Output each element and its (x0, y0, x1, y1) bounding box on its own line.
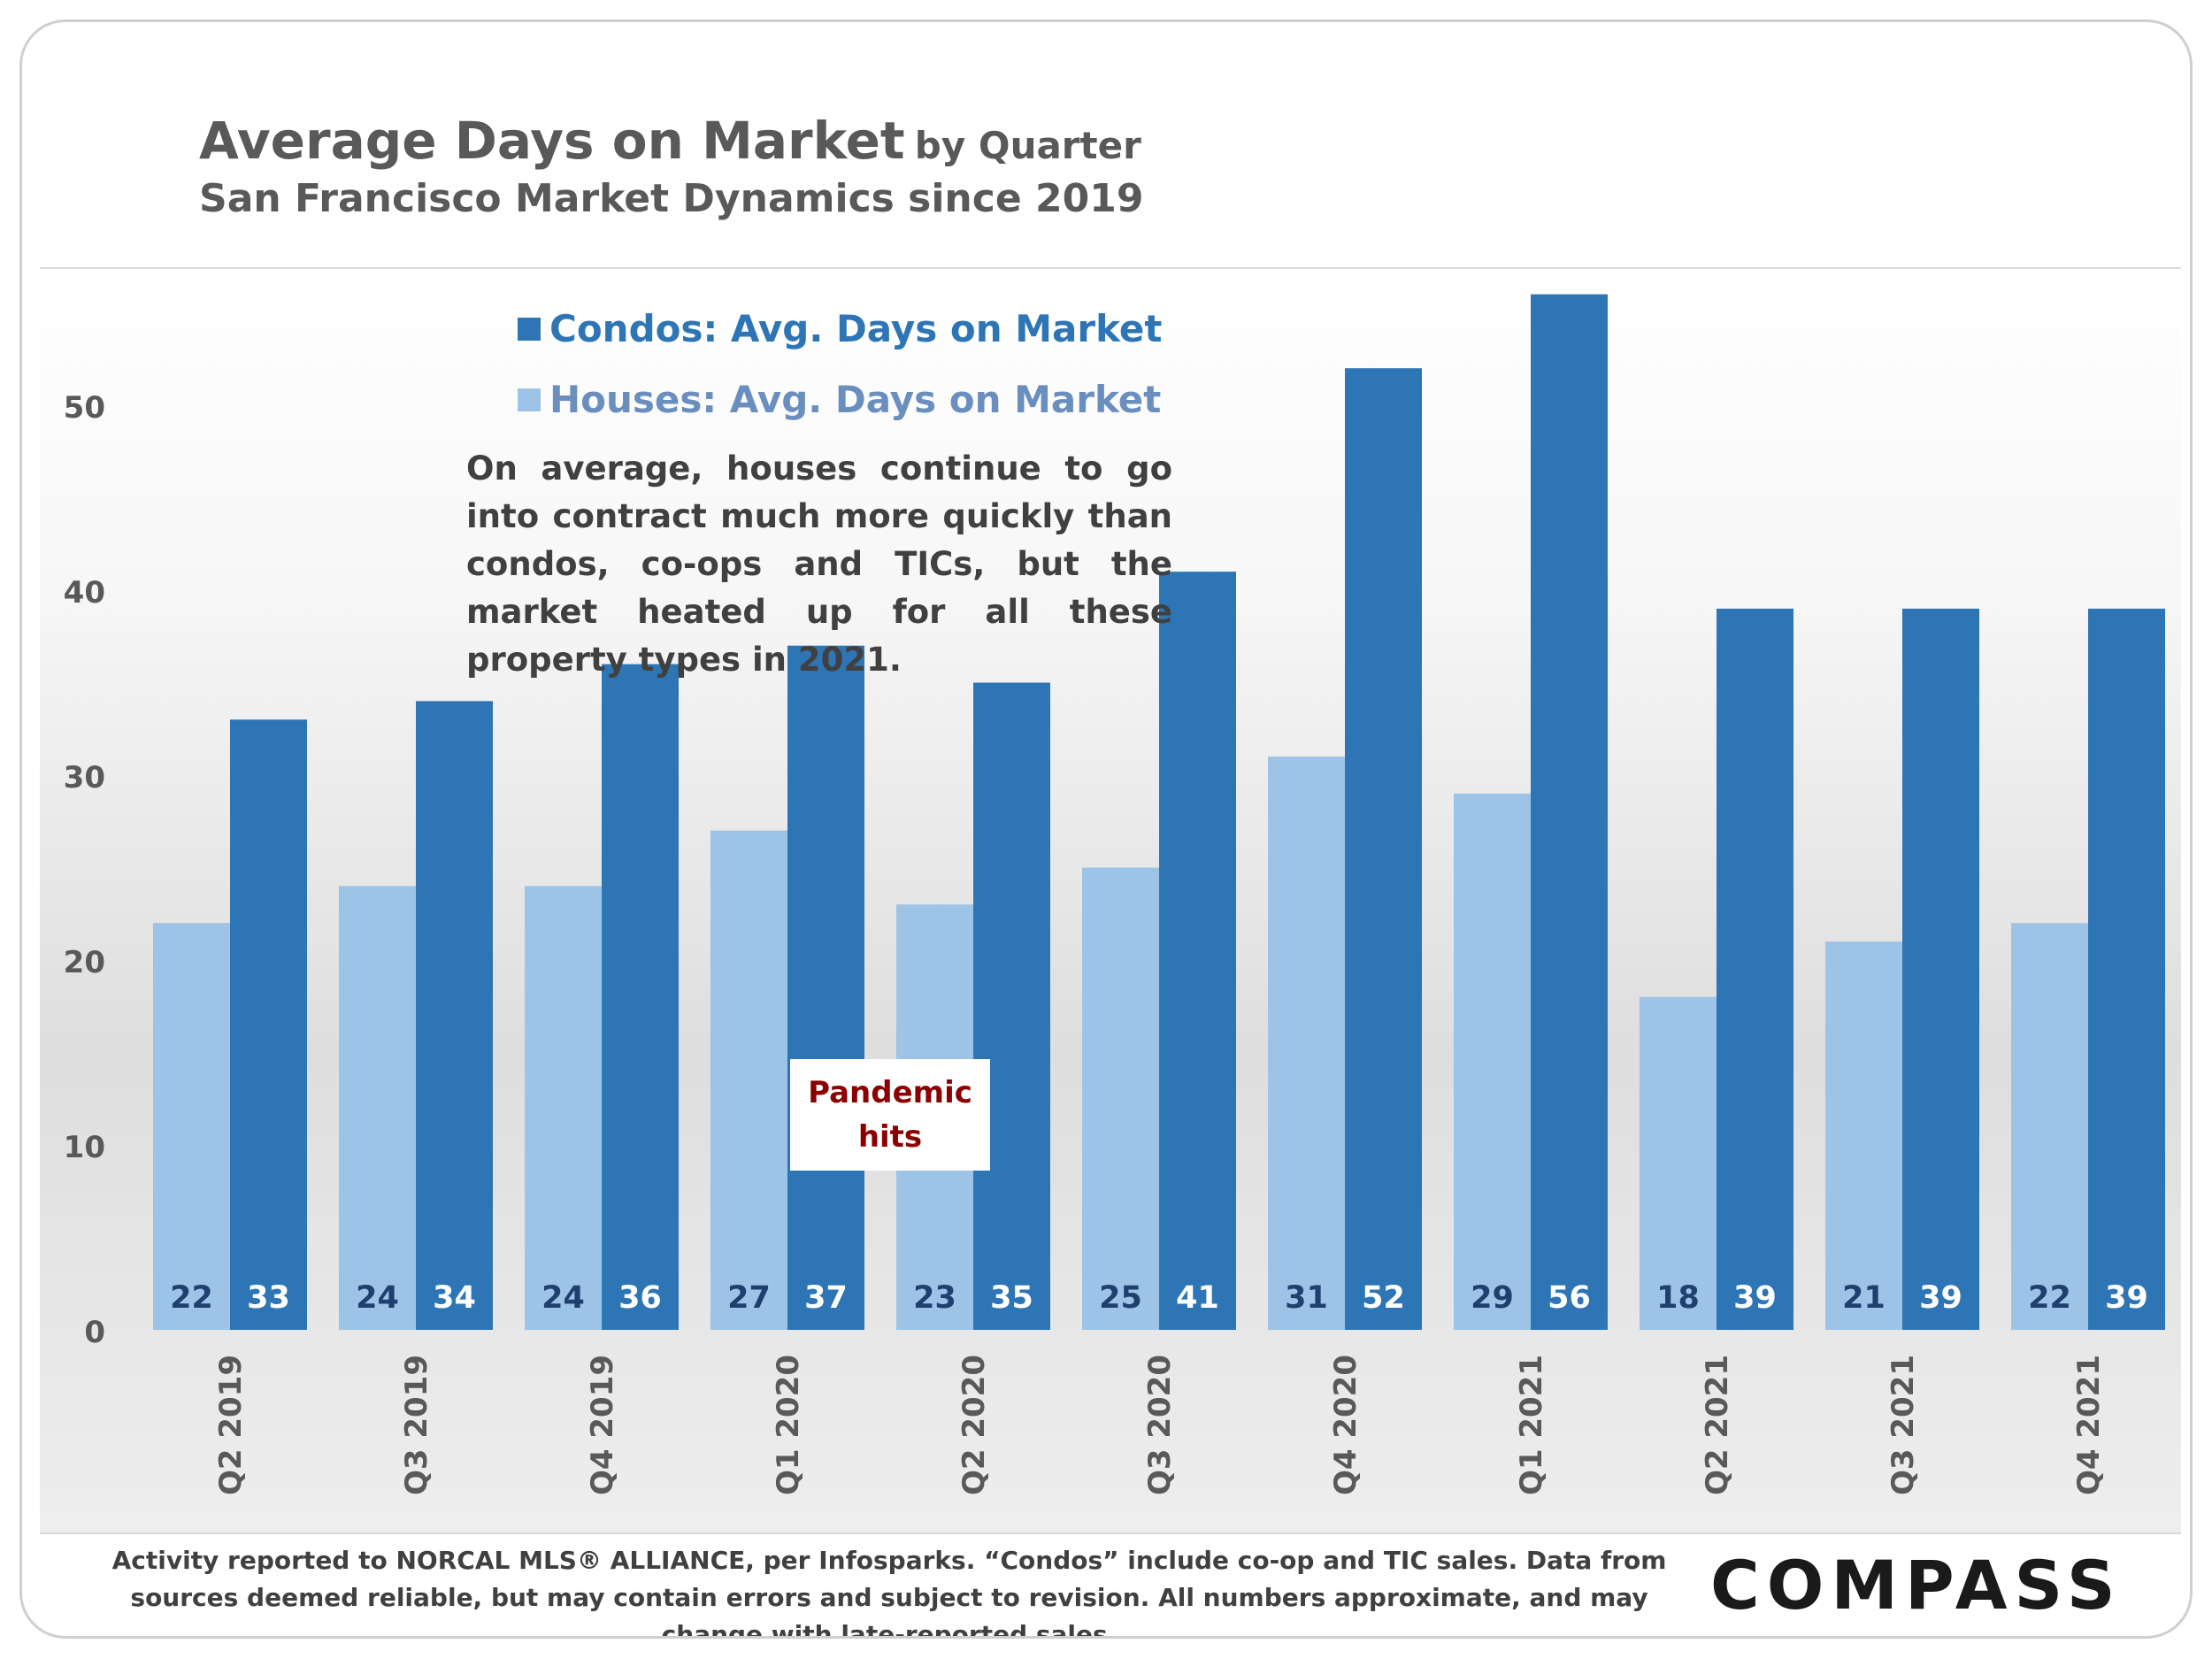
data-label-condos: 41 (1176, 1280, 1219, 1316)
legend-item-houses: Houses: Avg. Days on Market (518, 378, 1161, 421)
y-tick-label: 0 (84, 1315, 105, 1350)
bar-houses (2011, 923, 2088, 1330)
x-tick-label: Q1 2021 (1514, 1355, 1549, 1495)
x-tick-label: Q3 2019 (399, 1355, 434, 1495)
data-label-condos: 39 (2105, 1280, 2148, 1316)
legend-swatch-houses (518, 388, 541, 411)
y-tick-label: 30 (64, 760, 105, 795)
bar-condos (1717, 608, 1793, 1330)
x-tick-label: Q3 2021 (1886, 1355, 1921, 1495)
data-label-houses: 27 (727, 1280, 771, 1316)
data-label-houses: 24 (541, 1280, 585, 1316)
data-label-houses: 21 (1842, 1280, 1886, 1316)
bar-houses (1082, 867, 1159, 1330)
x-tick-label: Q2 2019 (213, 1355, 249, 1495)
x-tick-label: Q4 2020 (1328, 1355, 1363, 1495)
bar-chart: 0 10 20 30 40 50 22 33 Q2 2019 24 34 Q3 2019 24 36 Q4 … (64, 294, 2165, 1495)
legend-swatch-condos (518, 317, 541, 341)
data-label-condos: 37 (804, 1280, 848, 1316)
pandemic-callout-line1: Pandemic (808, 1075, 972, 1110)
bar-houses (1825, 941, 1902, 1330)
data-label-houses: 22 (2028, 1280, 2071, 1316)
bar-houses (339, 886, 416, 1330)
bar-houses (1640, 996, 1717, 1330)
chart-card: Average Days on Market by Quarter San Fr… (19, 19, 2193, 1639)
x-tick-label: Q4 2019 (585, 1355, 620, 1495)
data-label-houses: 24 (356, 1280, 399, 1316)
y-tick-label: 20 (64, 945, 105, 980)
pandemic-callout-line2: hits (857, 1119, 923, 1155)
bar-condos (1531, 294, 1608, 1331)
data-label-condos: 39 (1733, 1280, 1777, 1316)
pandemic-callout: Pandemic hits (790, 1059, 990, 1171)
x-tick-label: Q2 2021 (1700, 1355, 1735, 1495)
data-label-houses: 31 (1285, 1280, 1328, 1316)
y-tick-label: 50 (64, 390, 105, 426)
x-tick-label: Q4 2021 (2071, 1355, 2107, 1495)
bar-houses (1268, 757, 1345, 1330)
bar-houses (710, 830, 787, 1330)
bar-condos (416, 701, 493, 1330)
legend-label-condos: Condos: Avg. Days on Market (549, 307, 1163, 350)
bar-condos (1345, 368, 1422, 1331)
data-label-houses: 29 (1471, 1280, 1514, 1316)
data-label-condos: 33 (247, 1280, 290, 1316)
legend-item-condos: Condos: Avg. Days on Market (518, 307, 1162, 350)
bar-houses (525, 886, 602, 1330)
footnote: Activity reported to NORCAL MLS® ALLIANC… (111, 1546, 1667, 1639)
chart-title-qualifier: by Quarter (914, 124, 1141, 167)
x-tick-label: Q3 2020 (1142, 1355, 1178, 1495)
bar-condos (787, 645, 864, 1330)
data-label-condos: 36 (618, 1280, 662, 1316)
x-tick-label: Q2 2020 (956, 1355, 992, 1495)
data-label-houses: 18 (1656, 1280, 1700, 1316)
bar-condos (602, 664, 679, 1330)
y-tick-label: 40 (64, 575, 105, 611)
x-tick-label: Q1 2020 (771, 1355, 806, 1495)
bar-condos (230, 719, 307, 1330)
data-label-condos: 39 (1919, 1280, 1962, 1316)
bar-condos (973, 682, 1050, 1330)
data-label-houses: 25 (1099, 1280, 1142, 1316)
compass-logo: COMPASS (1710, 1546, 2123, 1624)
data-label-condos: 34 (433, 1280, 476, 1316)
chart-subtitle: San Francisco Market Dynamics since 2019 (199, 176, 1144, 221)
chart-title: Average Days on Market by Quarter (199, 111, 1141, 171)
bar-houses (153, 923, 230, 1330)
data-label-houses: 22 (170, 1280, 213, 1316)
y-tick-label: 10 (64, 1130, 105, 1165)
data-label-condos: 52 (1362, 1280, 1405, 1316)
annotation-text: On average, houses continue to go into c… (466, 449, 1172, 679)
data-label-condos: 35 (990, 1280, 1033, 1316)
data-label-houses: 23 (913, 1280, 956, 1316)
bar-condos (1902, 608, 1979, 1330)
data-label-condos: 56 (1548, 1280, 1591, 1316)
bar-houses (1454, 793, 1531, 1330)
bar-condos (2088, 608, 2165, 1330)
bar-condos (1159, 572, 1236, 1330)
chart-title-main: Average Days on Market (199, 111, 905, 171)
legend-label-houses: Houses: Avg. Days on Market (549, 378, 1162, 421)
